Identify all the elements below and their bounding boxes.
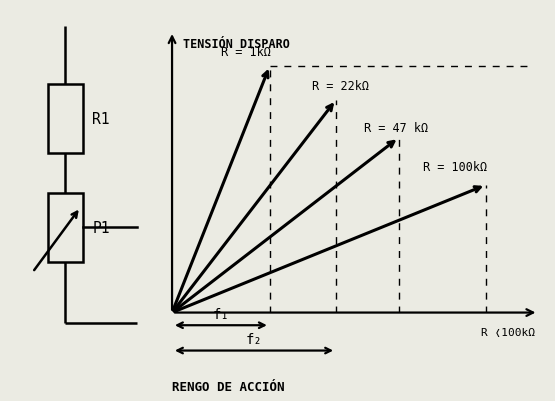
Bar [48,193,83,262]
Text: R = 1kΩ: R = 1kΩ [221,46,271,59]
Text: P1: P1 [93,220,110,235]
Text: f₂: f₂ [246,332,263,346]
Text: R = 22kΩ: R = 22kΩ [311,80,369,93]
Text: R ❬100kΩ: R ❬100kΩ [481,328,534,337]
Text: R1: R1 [93,112,110,127]
Bar [48,85,83,154]
Text: R = 100kΩ: R = 100kΩ [423,161,487,174]
Text: f₁: f₁ [213,307,229,321]
Text: TENSIÓN DISPARO: TENSIÓN DISPARO [183,38,289,51]
Text: R = 47 kΩ: R = 47 kΩ [364,122,428,135]
Text: RENGO DE ACCIÓN: RENGO DE ACCIÓN [172,380,285,393]
